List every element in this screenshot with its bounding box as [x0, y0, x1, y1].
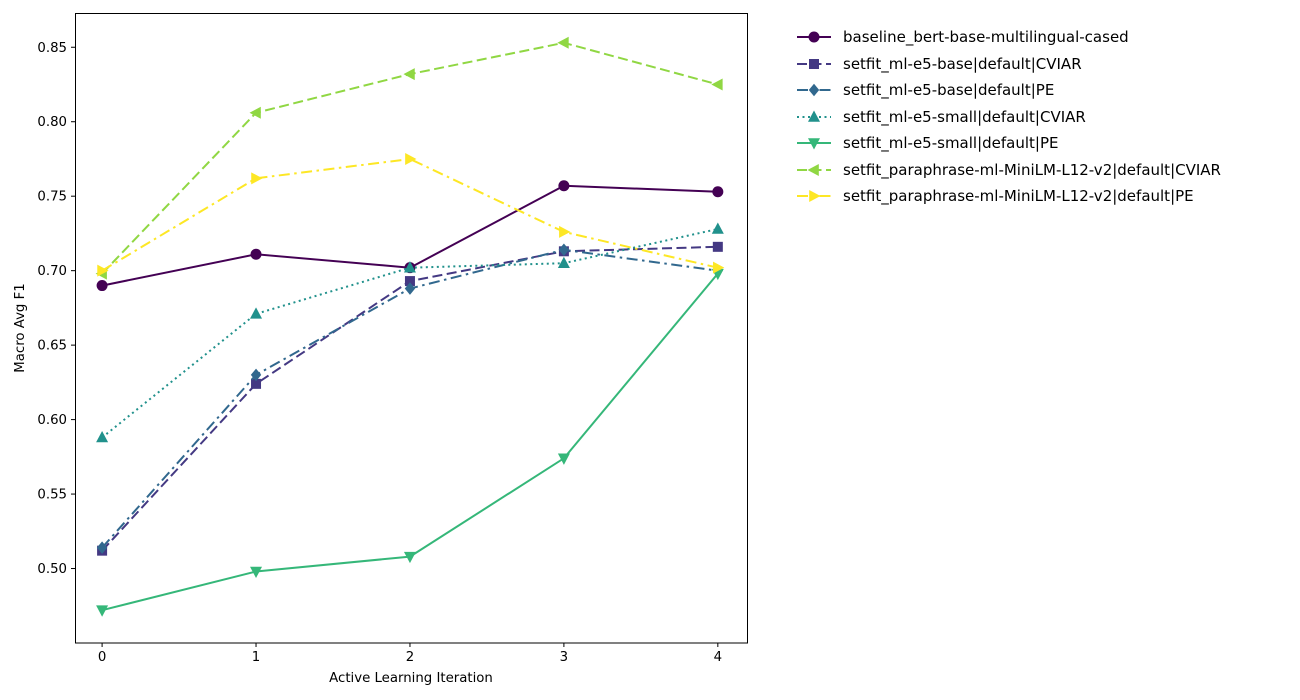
legend-item-2: setfit_ml-e5-base|default|PE: [796, 77, 1221, 104]
x-axis-label: Active Learning Iteration: [329, 671, 493, 686]
series-1-marker-1: [251, 378, 262, 389]
legend-label: setfit_ml-e5-small|default|CVIAR: [843, 107, 1086, 126]
series-4-marker-1: [250, 566, 263, 579]
y-tick-label: 0.60: [37, 413, 67, 428]
series-6-marker-0: [97, 264, 109, 277]
legend-sample-square-icon: [797, 58, 831, 69]
series-0-marker-3: [558, 180, 570, 192]
series-3-marker-0: [96, 430, 109, 443]
y-tick-label: 0.50: [37, 562, 67, 577]
legend-label: baseline_bert-base-multilingual-cased: [843, 28, 1129, 47]
series-1-marker-2: [404, 276, 415, 287]
x-tick-label: 4: [714, 650, 722, 665]
y-tick-label: 0.80: [37, 115, 67, 130]
series-line-3: [101, 228, 719, 439]
y-tick-label: 0.65: [37, 339, 67, 354]
series-5-marker-1: [249, 106, 261, 119]
legend-item-6: setfit_paraphrase-ml-MiniLM-L12-v2|defau…: [796, 183, 1221, 210]
series-0-marker-0: [96, 280, 108, 292]
series-3-marker-2: [403, 261, 416, 273]
y-tick-label: 0.70: [37, 264, 67, 279]
series-5-marker-2: [403, 68, 415, 81]
legend-sample-triangle-left-icon: [797, 163, 831, 176]
legend-label: setfit_ml-e5-base|default|PE: [843, 81, 1055, 100]
legend-item-3: setfit_ml-e5-small|default|CVIAR: [796, 104, 1221, 131]
series-1-marker-4: [712, 241, 723, 252]
legend-sample-marker: [809, 190, 821, 203]
series-6-marker-3: [559, 225, 571, 238]
x-tick-label: 3: [560, 650, 568, 665]
legend-label: setfit_paraphrase-ml-MiniLM-L12-v2|defau…: [843, 187, 1194, 206]
series-2-marker-1: [250, 368, 262, 382]
legend-sample-triangle-right-icon: [797, 190, 831, 203]
legend-label: setfit_paraphrase-ml-MiniLM-L12-v2|defau…: [843, 160, 1221, 179]
legend-sample-marker: [808, 138, 820, 150]
y-axis-label: Macro Avg F1: [13, 283, 28, 372]
y-tick-label: 0.85: [37, 41, 67, 56]
x-tick-label: 1: [252, 650, 260, 665]
series-6-marker-2: [405, 152, 417, 165]
series-4-marker-2: [403, 551, 416, 564]
y-tick-label: 0.55: [37, 488, 67, 503]
legend-sample-marker: [808, 31, 820, 43]
y-tick-label: 0.75: [37, 190, 67, 205]
series-2-marker-2: [404, 282, 416, 295]
series-3-marker-4: [711, 222, 724, 234]
legend-item-0: baseline_bert-base-multilingual-cased: [796, 24, 1221, 51]
series-2-marker-3: [558, 243, 570, 257]
legend-sample-marker: [809, 58, 819, 69]
series-group: [95, 36, 725, 617]
series-0-marker-4: [712, 186, 724, 198]
legend-sample-marker: [807, 163, 819, 176]
series-4-marker-0: [96, 605, 109, 617]
x-tick-label: 0: [98, 650, 106, 665]
x-tick-label: 2: [406, 650, 414, 665]
axis-ticks: 0.50 0.55 0.60 0.65 0.70 0.75 0.80 0.85 0 1 2 3 4: [37, 41, 722, 665]
series-6-marker-1: [251, 172, 263, 185]
series-5-marker-3: [557, 36, 569, 49]
legend-sample-marker: [808, 110, 820, 122]
series-3-marker-1: [250, 307, 263, 319]
series-line-6: [101, 157, 719, 272]
series-0-marker-1: [250, 248, 262, 260]
series-5-marker-4: [711, 78, 723, 91]
series-3-marker-3: [557, 256, 570, 269]
legend-sample-triangle-down-icon: [797, 138, 831, 150]
legend-sample-diamond-icon: [797, 83, 831, 97]
legend-item-1: setfit_ml-e5-base|default|CVIAR: [796, 51, 1221, 78]
legend-sample-triangle-up-icon: [797, 110, 831, 122]
legend-item-5: setfit_paraphrase-ml-MiniLM-L12-v2|defau…: [796, 157, 1221, 184]
series-2-marker-0: [96, 541, 108, 554]
series-4-marker-3: [557, 453, 570, 465]
legend-sample-marker: [808, 83, 820, 97]
plot-box: [75, 13, 748, 644]
legend-label: setfit_ml-e5-small|default|PE: [843, 134, 1059, 153]
legend-label: setfit_ml-e5-base|default|CVIAR: [843, 54, 1082, 73]
legend-sample-circle-icon: [797, 31, 831, 43]
legend-item-4: setfit_ml-e5-small|default|PE: [796, 130, 1221, 157]
series-6-marker-4: [713, 261, 725, 274]
